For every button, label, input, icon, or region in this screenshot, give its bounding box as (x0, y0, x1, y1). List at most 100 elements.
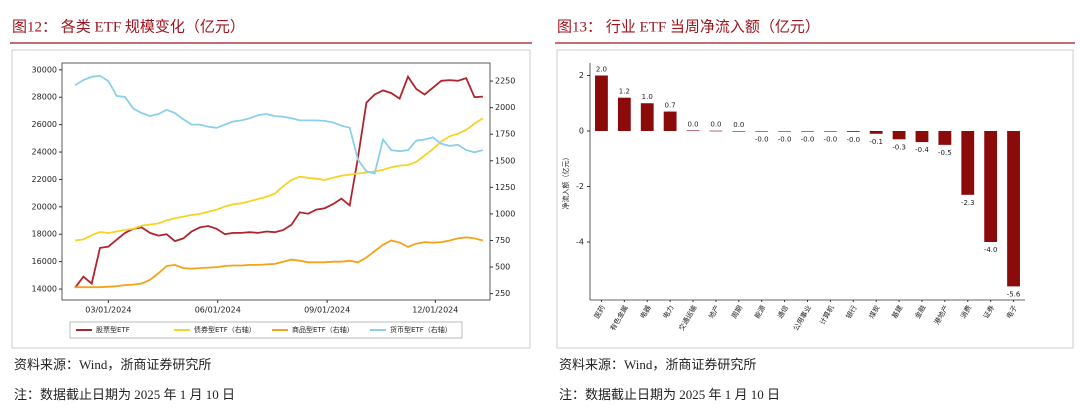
value-label: 1.0 (642, 93, 653, 101)
y2-tick-label: 1750 (495, 130, 515, 139)
value-label: 0.7 (665, 102, 676, 110)
y2-tick-label: 1250 (495, 183, 515, 192)
x-tick-label: 交通运输 (677, 304, 699, 333)
x-tick-label: 消费 (958, 304, 973, 321)
value-label: 1.2 (619, 88, 630, 96)
y-tick-label: -2 (576, 182, 584, 191)
value-label: -2.3 (961, 199, 975, 207)
y2-tick-label: 2000 (495, 103, 515, 112)
bar (915, 130, 929, 143)
y-tick-label: 16000 (32, 257, 57, 266)
plot-frame (61, 62, 491, 301)
x-tick-label: 电力 (661, 304, 676, 321)
bar (709, 130, 723, 132)
x-tick-label: 医药 (592, 304, 607, 321)
note: 注：数据截止日期为 2025 年 1 月 10 日 (559, 387, 780, 402)
bar (732, 130, 746, 132)
y-tick-label: -4 (576, 237, 584, 246)
bar (823, 130, 837, 132)
legend-label: 债券型ETF（右轴） (194, 325, 256, 334)
x-tick-label: 03/01/2024 (85, 306, 131, 315)
figure-title: 图13： 行业 ETF 当周净流入额（亿元） (557, 18, 820, 35)
legend-label: 商品型ETF（右轴） (292, 325, 354, 334)
value-label: -0.4 (915, 146, 929, 154)
note: 注：数据截止日期为 2025 年 1 月 10 日 (14, 387, 235, 402)
value-label: -4.0 (984, 246, 998, 254)
value-label: -5.6 (1007, 290, 1021, 298)
x-tick-label: 基建 (890, 304, 905, 321)
x-tick-label: 12/01/2024 (412, 306, 458, 315)
bar (595, 75, 608, 131)
x-tick-label: 计算机 (818, 304, 836, 327)
y-tick-label: 2 (579, 71, 584, 80)
x-tick-label: 有色金属 (608, 304, 630, 333)
x-tick-label: 金融 (913, 304, 928, 321)
y-tick-label: 0 (579, 126, 584, 135)
value-label: -0.0 (755, 136, 769, 144)
y-tick-label: 30000 (32, 65, 57, 74)
series-line (75, 236, 484, 289)
bar (938, 130, 952, 145)
source: 资料来源：Wind，浙商证券研究所 (14, 357, 211, 372)
chart-frame (556, 49, 1074, 349)
value-label: 0.0 (733, 121, 744, 129)
series-line (74, 74, 483, 289)
value-label: 0.0 (710, 121, 721, 129)
x-tick-label: 证券 (981, 304, 996, 321)
bar (755, 130, 769, 132)
bar (778, 130, 792, 132)
y2-tick-label: 250 (495, 289, 510, 298)
value-label: -0.1 (869, 138, 883, 146)
bar (961, 130, 975, 195)
value-label: -0.0 (801, 136, 815, 144)
y2-tick-label: 1500 (495, 156, 515, 165)
x-tick-label: 电器 (638, 304, 653, 321)
source: 资料来源：Wind，浙商证券研究所 (559, 357, 756, 372)
x-tick-label: 能源 (752, 304, 767, 321)
y-tick-label: 26000 (32, 120, 57, 129)
x-tick-label: 06/01/2024 (195, 306, 241, 315)
bar (686, 130, 700, 132)
value-label: -0.0 (778, 136, 792, 144)
value-label: 2.0 (596, 65, 607, 73)
y-tick-label: 18000 (32, 230, 57, 239)
bar (984, 130, 998, 242)
y2-tick-label: 500 (495, 263, 510, 272)
x-tick-label: 煤炭 (867, 304, 882, 321)
chart-frame (11, 49, 531, 349)
bar (663, 111, 677, 131)
x-tick-label: 通信 (775, 304, 790, 321)
value-label: 0.0 (687, 120, 698, 128)
series-line (74, 74, 484, 175)
series-line (74, 117, 484, 242)
y-tick-label: 20000 (32, 202, 57, 211)
y-tick-label: 28000 (32, 93, 57, 102)
x-tick-label: 银行 (844, 304, 859, 321)
y2-tick-label: 2250 (495, 77, 515, 86)
bar (869, 130, 883, 134)
legend-label: 货币型ETF（右轴） (390, 325, 452, 334)
x-tick-label: 09/01/2024 (304, 306, 350, 315)
legend-box (69, 321, 463, 339)
value-label: -0.3 (892, 143, 906, 151)
bar (1007, 130, 1020, 287)
y-tick-label: 22000 (32, 175, 57, 184)
value-label: -0.0 (846, 136, 860, 144)
value-label: -0.0 (824, 136, 838, 144)
y-tick-label: 24000 (32, 148, 57, 157)
x-tick-label: 周期 (730, 304, 744, 320)
x-tick-label: 电子 (1004, 304, 1019, 321)
y2-tick-label: 750 (495, 236, 510, 245)
value-label: -0.5 (938, 149, 952, 157)
legend-label: 股票型ETF (96, 325, 130, 334)
y-axis-label: 净流入额（亿元） (561, 154, 570, 210)
bar (846, 130, 860, 132)
x-tick-label: 地产 (707, 304, 722, 321)
bar (617, 97, 631, 131)
y-tick-label: 14000 (32, 285, 57, 294)
bar (801, 130, 814, 132)
x-tick-label: 港地产 (932, 304, 950, 327)
x-tick-label: 公用事业 (791, 304, 813, 333)
figure-title: 图12： 各类 ETF 规模变化（亿元） (12, 18, 245, 35)
